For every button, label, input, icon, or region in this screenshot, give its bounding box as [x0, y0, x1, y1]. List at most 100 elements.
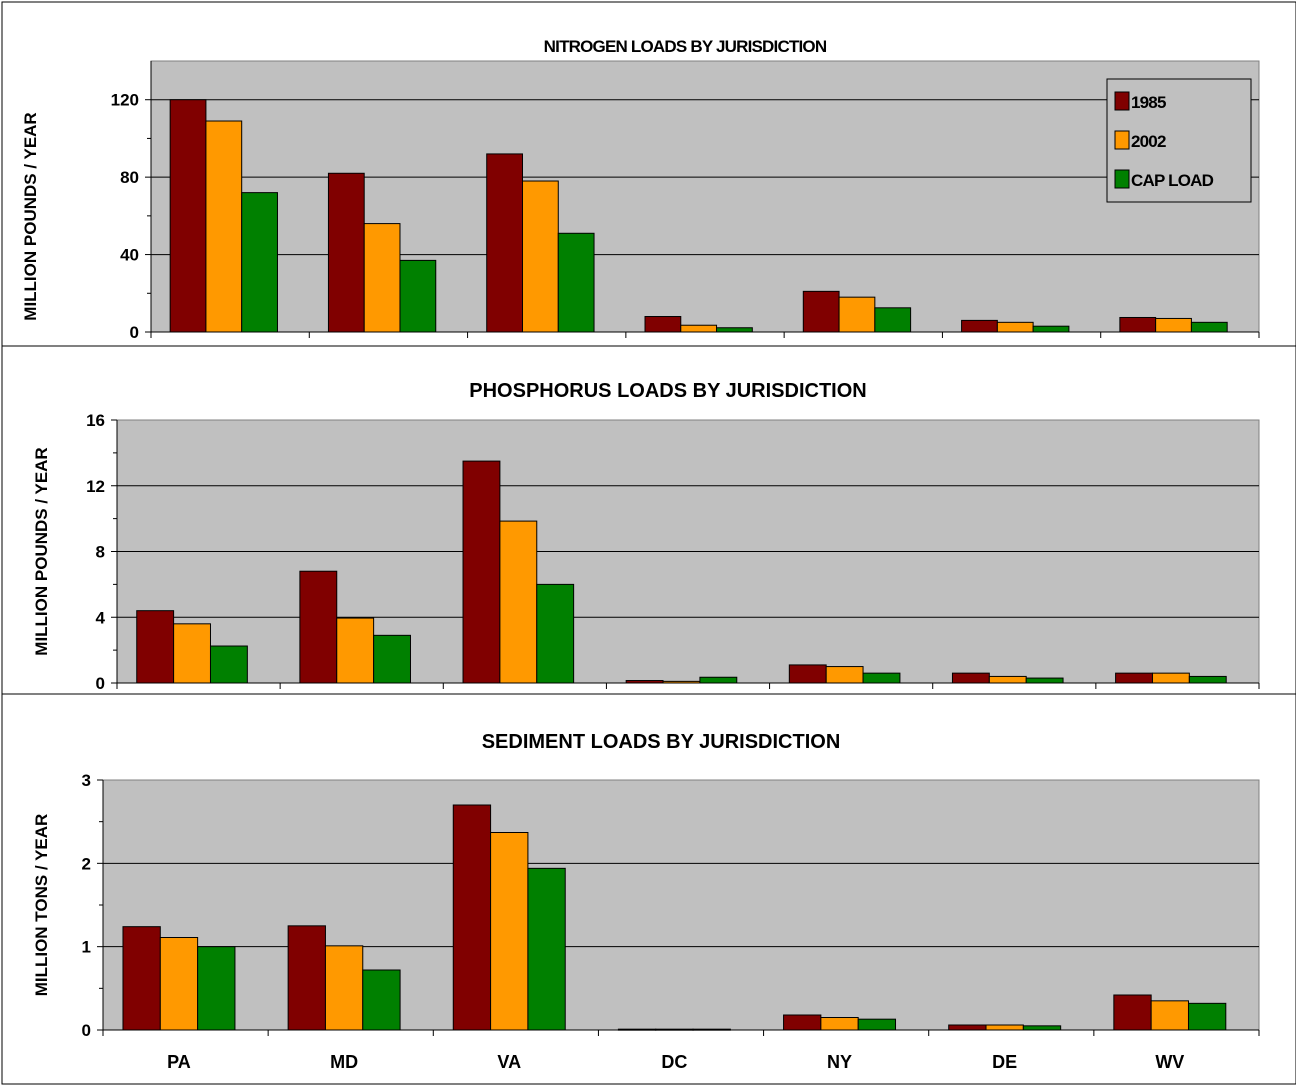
bar-1985 — [951, 672, 990, 684]
bar-2002 — [324, 945, 364, 1031]
bar-1985 — [802, 290, 840, 333]
bar-2002 — [680, 324, 718, 333]
chart-title: NITROGEN LOADS BY JURISDICTION — [544, 37, 827, 56]
bar-cap-load — [1187, 1002, 1227, 1031]
bar-cap-load — [362, 969, 401, 1031]
chart-title: SEDIMENT LOADS BY JURISDICTION — [482, 731, 841, 753]
bar-cap-load — [862, 672, 901, 684]
x-tick-label: PA — [167, 1052, 191, 1072]
bar-1985 — [948, 1024, 987, 1031]
bar-1985 — [327, 172, 365, 333]
bar-1985 — [617, 1028, 657, 1031]
y-axis-label: MILLION POUNDS / YEAR — [32, 447, 51, 655]
legend — [1106, 78, 1252, 203]
bar-cap-load — [1022, 1025, 1062, 1031]
bar-cap-load — [373, 634, 411, 684]
bar-cap-load — [716, 327, 753, 333]
bar-2002 — [1150, 1000, 1189, 1031]
bar-1985 — [452, 804, 492, 1031]
bar-1985 — [1115, 672, 1153, 684]
bar-1985 — [788, 664, 827, 684]
legend-label: CAP LOAD — [1131, 171, 1214, 190]
bar-cap-load — [527, 867, 566, 1031]
bar-2002 — [499, 520, 538, 684]
x-tick-label: DE — [992, 1052, 1017, 1072]
bar-1985 — [462, 460, 501, 684]
bar-cap-load — [1025, 677, 1064, 684]
bar-2002 — [173, 623, 211, 684]
y-tick-label: 4 — [96, 608, 106, 627]
bar-2002 — [996, 321, 1034, 333]
x-tick-label: MD — [330, 1052, 358, 1072]
bar-2002 — [662, 680, 701, 684]
y-tick-label: 12 — [86, 477, 105, 496]
bar-cap-load — [209, 645, 248, 684]
bar-2002 — [825, 666, 864, 684]
y-tick-label: 0 — [130, 323, 139, 342]
bar-cap-load — [874, 307, 912, 333]
y-tick-label: 40 — [120, 246, 139, 265]
bar-cap-load — [1188, 675, 1227, 684]
bar-1985 — [136, 610, 175, 684]
y-axis-label: MILLION TONS / YEAR — [32, 814, 51, 997]
bar-1985 — [1119, 316, 1157, 333]
bar-2002 — [985, 1024, 1024, 1031]
bar-1985 — [644, 316, 682, 333]
y-tick-label: 120 — [111, 91, 139, 110]
legend-label: 2002 — [1131, 132, 1166, 151]
bar-cap-load — [857, 1018, 897, 1031]
y-tick-label: 8 — [96, 543, 105, 562]
bar-cap-load — [557, 232, 595, 333]
bar-2002 — [363, 223, 401, 333]
bar-1985 — [486, 153, 523, 333]
x-tick-label: DC — [661, 1052, 687, 1072]
bar-cap-load — [399, 259, 437, 333]
y-tick-label: 2 — [82, 854, 91, 873]
bar-1985 — [783, 1014, 822, 1031]
y-tick-label: 16 — [86, 411, 105, 430]
bar-cap-load — [692, 1028, 731, 1031]
bar-cap-load — [197, 946, 236, 1031]
y-tick-label: 1 — [82, 938, 91, 957]
y-tick-label: 3 — [82, 771, 91, 790]
bar-cap-load — [1032, 325, 1070, 333]
bar-2002 — [205, 120, 243, 333]
bar-1985 — [169, 99, 207, 333]
y-tick-label: 80 — [120, 168, 139, 187]
bar-cap-load — [536, 583, 575, 684]
bar-2002 — [159, 937, 199, 1031]
y-tick-label: 0 — [96, 674, 105, 693]
bar-cap-load — [699, 676, 738, 684]
chart-title: PHOSPHORUS LOADS BY JURISDICTION — [469, 380, 866, 402]
y-tick-label: 0 — [82, 1021, 91, 1040]
bar-1985 — [287, 925, 326, 1031]
bar-cap-load — [1190, 321, 1228, 333]
x-tick-label: VA — [497, 1052, 521, 1072]
bar-2002 — [838, 296, 876, 333]
bar-1985 — [625, 680, 664, 684]
x-tick-label: NY — [827, 1052, 852, 1072]
x-tick-label: WV — [1155, 1052, 1184, 1072]
bar-1985 — [122, 926, 161, 1031]
legend-swatch — [1114, 169, 1130, 189]
bar-1985 — [299, 570, 338, 684]
bar-2002 — [655, 1028, 694, 1031]
y-axis-label: MILLION POUNDS / YEAR — [21, 112, 40, 320]
bar-1985 — [961, 319, 998, 333]
bar-2002 — [521, 180, 559, 333]
bar-2002 — [1151, 672, 1190, 684]
bar-2002 — [336, 617, 375, 684]
bar-1985 — [1113, 994, 1152, 1031]
legend-swatch — [1114, 130, 1130, 150]
legend-swatch — [1114, 91, 1130, 111]
bar-2002 — [490, 832, 529, 1031]
plot-area — [150, 60, 1260, 333]
bar-2002 — [820, 1017, 859, 1031]
legend-label: 1985 — [1131, 93, 1166, 112]
bar-2002 — [1155, 317, 1192, 333]
bar-cap-load — [241, 192, 278, 333]
bar-2002 — [988, 675, 1027, 684]
plot-area — [102, 779, 1260, 1031]
